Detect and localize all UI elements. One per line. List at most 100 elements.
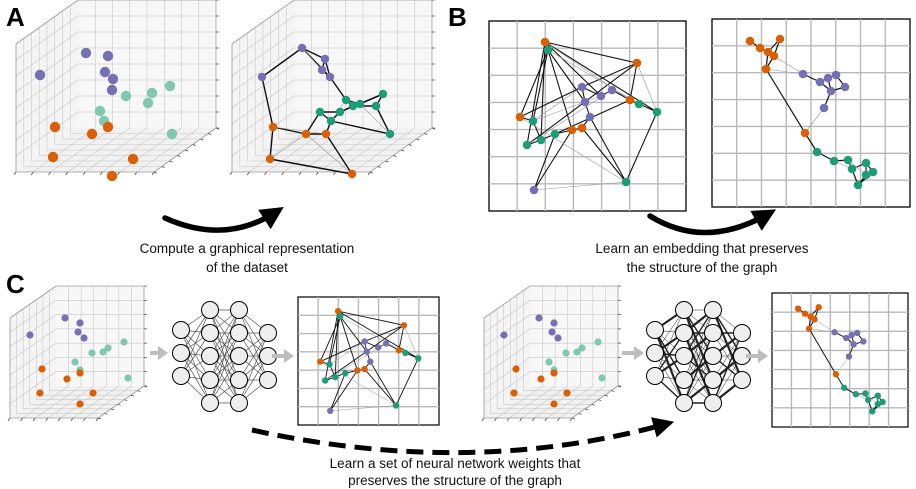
3d-scatter-plot-icon (7, 285, 148, 422)
graph-edge (369, 361, 397, 406)
graph-node (378, 89, 388, 99)
curved-arrow-icon (647, 209, 777, 236)
graph-node (634, 99, 644, 109)
neuron-node (230, 394, 248, 412)
grid-line (496, 385, 543, 419)
data-point (49, 121, 61, 133)
embedding-point (755, 43, 765, 53)
embedding-point (823, 73, 833, 83)
graph-edge (629, 62, 638, 101)
neuron-node (675, 301, 693, 319)
graph-node (550, 129, 560, 139)
curved-arrow-icon (162, 206, 284, 233)
graph-edge (581, 127, 627, 183)
tick-mark (97, 417, 102, 420)
graph-node (297, 43, 307, 53)
embedding-point (843, 155, 853, 165)
grid-line (15, 63, 79, 109)
data-point (594, 338, 602, 346)
neuron-node (230, 371, 248, 389)
axis-line (9, 285, 57, 319)
grid-line (483, 357, 531, 390)
data-point (578, 344, 586, 352)
network-connection (712, 332, 743, 404)
data-point (88, 349, 96, 357)
grid-line (34, 385, 82, 419)
graph-edge (364, 368, 397, 406)
neuron-node (201, 301, 219, 319)
graph-node (400, 322, 408, 329)
data-point (76, 400, 84, 408)
tick-mark (544, 417, 548, 422)
graph-edge (519, 116, 627, 183)
tick-mark (70, 417, 74, 422)
graph-edge (544, 41, 602, 97)
neuron-node (675, 371, 693, 389)
graph-node (354, 367, 361, 374)
grid-line (508, 385, 556, 419)
graph-node (334, 307, 342, 315)
graph-nodes (515, 37, 662, 195)
embedding-point (879, 398, 886, 406)
flow-arrow-icon (150, 346, 168, 360)
data-point (76, 369, 84, 377)
neuron-node (704, 347, 722, 365)
grid-line (231, 47, 295, 93)
dashed-curved-arrow-icon (251, 417, 675, 456)
data-point (124, 374, 132, 382)
flow-arrow-head (158, 346, 168, 360)
floor (484, 386, 618, 418)
network-connection (209, 355, 240, 404)
tick-mark (104, 413, 108, 415)
neuron-node (201, 324, 219, 342)
graph-node (522, 140, 532, 150)
data-point (146, 87, 158, 99)
back-wall (10, 286, 56, 418)
data-point (102, 50, 114, 62)
tick-mark (298, 171, 302, 176)
tick-mark (229, 171, 233, 176)
data-point (26, 331, 34, 339)
graph-edge (814, 319, 835, 333)
data-point (107, 73, 119, 85)
flow-arrow-head (634, 346, 644, 360)
flow-arrow-head (758, 349, 768, 363)
tick-mark (591, 403, 595, 406)
embedding-point (845, 353, 853, 360)
grid-line (231, 31, 295, 77)
network-connection (238, 332, 269, 404)
graph-edge (540, 41, 546, 141)
back-wall (56, 286, 144, 386)
embedding-point (745, 36, 755, 46)
data-point (106, 170, 118, 182)
graph-edge (329, 341, 365, 365)
flow-arrow-icon (746, 349, 768, 363)
graph-edge (324, 311, 339, 381)
data-point (89, 389, 97, 397)
graph-edge (269, 126, 274, 160)
tick-mark (45, 417, 49, 422)
graph-node (348, 101, 358, 111)
embedding-point (769, 51, 779, 61)
neuron-node (675, 394, 693, 412)
tick-mark (264, 171, 267, 176)
neuron-node (201, 394, 219, 412)
network-connection (654, 309, 685, 377)
embedding-point (850, 341, 857, 348)
data-point (500, 331, 508, 339)
grid-line (9, 371, 57, 404)
neuron-node (259, 371, 277, 389)
grid-line (231, 15, 295, 61)
panel-a-caption-line1: Compute a graphical representation (140, 241, 355, 256)
neural-network-icon (646, 301, 751, 412)
embedding-point (874, 392, 881, 399)
grid-line (22, 385, 69, 419)
flow-arrow-icon (272, 349, 294, 363)
neuron-node (230, 324, 248, 342)
graph-edge (636, 62, 658, 113)
tick-mark (161, 166, 165, 168)
tick-mark (569, 417, 573, 422)
graph-edge (359, 103, 391, 135)
data-point (142, 97, 154, 109)
data-point (71, 358, 79, 366)
